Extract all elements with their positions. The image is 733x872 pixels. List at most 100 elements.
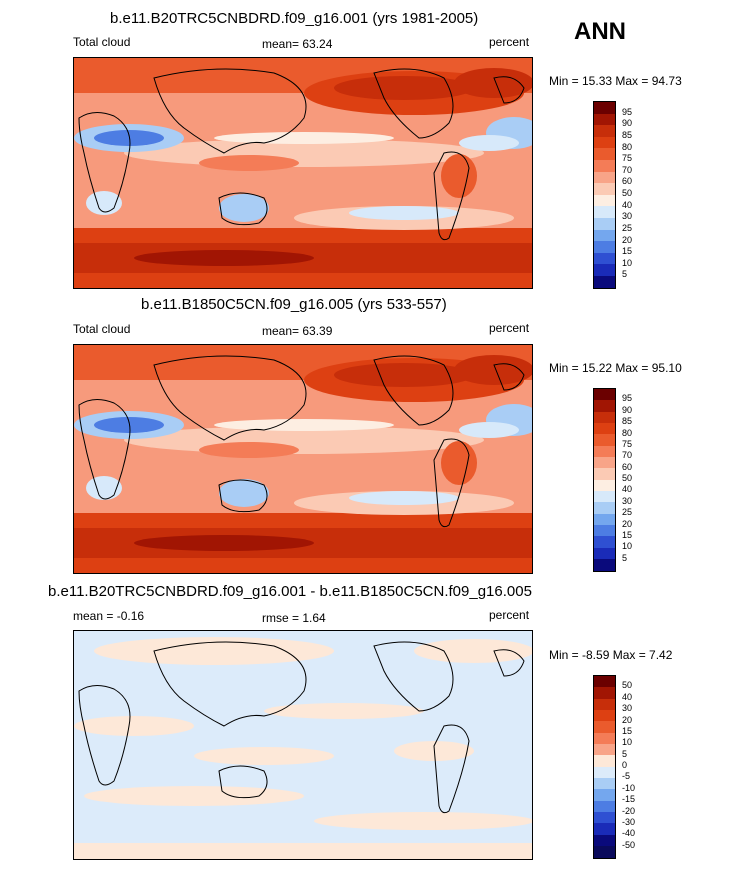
- colorbar-swatch: [594, 434, 615, 446]
- colorbar-swatch: [594, 136, 615, 149]
- colorbar-swatch: [594, 229, 615, 242]
- colorbar-tick-label: 75: [622, 153, 633, 164]
- colorbar-swatch: [594, 812, 615, 824]
- panel-1-mean-label: mean= 63.24: [262, 37, 333, 51]
- colorbar-tick-label: 50: [622, 680, 633, 691]
- panel-1-title: b.e11.B20TRC5CNBDRD.f09_g16.001 (yrs 198…: [110, 10, 479, 27]
- colorbar-swatch: [594, 676, 615, 688]
- panel-3-title: b.e11.B20TRC5CNBDRD.f09_g16.001 - b.e11.…: [48, 583, 532, 600]
- colorbar-swatch: [594, 846, 615, 858]
- panel-1-minmax: Min = 15.33 Max = 94.73: [549, 74, 682, 88]
- panel-1-map-field: [74, 58, 532, 288]
- colorbar-tick-label: -50: [622, 839, 636, 850]
- colorbar-swatch: [594, 194, 615, 207]
- colorbar-swatch: [594, 411, 615, 424]
- panel-2-mean-label: mean= 63.39: [262, 324, 333, 338]
- season-label: ANN: [574, 18, 626, 45]
- colorbar-swatch: [594, 171, 615, 184]
- panel-2-minmax: Min = 15.22 Max = 95.10: [549, 361, 682, 375]
- colorbar-tick-label: 40: [622, 484, 633, 495]
- colorbar-swatch: [594, 468, 615, 480]
- colorbar-swatch: [594, 744, 615, 756]
- colorbar-swatch: [594, 159, 615, 172]
- colorbar-swatch: [594, 732, 615, 745]
- colorbar-tick-label: 60: [622, 176, 633, 187]
- colorbar-swatch: [594, 502, 615, 514]
- panel-1-variable-label: Total cloud: [73, 35, 131, 49]
- colorbar-swatch: [594, 778, 615, 790]
- colorbar-swatch: [594, 766, 615, 779]
- colorbar-tick-label: 5: [622, 748, 628, 759]
- colorbar-swatch: [594, 264, 615, 276]
- colorbar-tick-label: 15: [622, 529, 633, 540]
- panel-1-colorbar: [593, 101, 616, 289]
- colorbar-swatch: [594, 491, 615, 503]
- colorbar-tick-label: 10: [622, 257, 633, 268]
- colorbar-swatch: [594, 823, 615, 835]
- colorbar-tick-label: 70: [622, 450, 633, 461]
- colorbar-swatch: [594, 252, 615, 265]
- colorbar-tick-label: 85: [622, 129, 633, 140]
- colorbar-swatch: [594, 525, 615, 537]
- colorbar-tick-label: -10: [622, 782, 636, 793]
- colorbar-tick-label: 30: [622, 703, 633, 714]
- panel-3-mean-label: mean = -0.16: [73, 609, 145, 623]
- colorbar-tick-label: 95: [622, 106, 633, 117]
- colorbar-tick-label: 20: [622, 714, 633, 725]
- panel-2-units-label: percent: [489, 321, 530, 335]
- colorbar-tick-label: 75: [622, 438, 633, 449]
- colorbar-tick-label: 50: [622, 188, 633, 198]
- panel-3-map-field: [74, 631, 532, 859]
- colorbar-tick-label: -15: [622, 794, 636, 805]
- colorbar-tick-label: -5: [622, 771, 631, 782]
- colorbar-tick-label: 40: [622, 199, 633, 210]
- colorbar-tick-label: 50: [622, 473, 633, 483]
- panel-3-rmse-label: rmse = 1.64: [262, 611, 326, 625]
- colorbar-swatch: [594, 834, 615, 847]
- colorbar-tick-label: 25: [622, 222, 633, 233]
- colorbar-tick-label: 85: [622, 416, 633, 427]
- colorbar-swatch: [594, 125, 615, 137]
- colorbar-swatch: [594, 710, 615, 722]
- panel-2-variable-label: Total cloud: [73, 322, 131, 336]
- colorbar-tick-label: 20: [622, 234, 633, 245]
- colorbar-tick-label: 90: [622, 118, 633, 129]
- colorbar-tick-label: 20: [622, 518, 633, 529]
- colorbar-swatch: [594, 559, 615, 571]
- panel-3-minmax: Min = -8.59 Max = 7.42: [549, 648, 673, 662]
- colorbar-swatch: [594, 698, 615, 711]
- colorbar-tick-label: 10: [622, 541, 633, 552]
- colorbar-tick-label: 0: [622, 760, 628, 770]
- panel-1-map: [73, 57, 533, 289]
- colorbar-swatch: [594, 536, 615, 548]
- colorbar-tick-label: 5: [622, 552, 628, 563]
- panel-2-title: b.e11.B1850C5CN.f09_g16.005 (yrs 533-557…: [141, 296, 447, 313]
- colorbar-tick-label: -40: [622, 828, 636, 839]
- colorbar-swatch: [594, 445, 615, 458]
- colorbar-swatch: [594, 102, 615, 114]
- colorbar-tick-label: 80: [622, 141, 633, 152]
- colorbar-tick-label: 15: [622, 725, 633, 736]
- colorbar-tick-label: -30: [622, 816, 636, 827]
- panel-3-units-label: percent: [489, 608, 530, 622]
- colorbar-swatch: [594, 423, 615, 435]
- colorbar-swatch: [594, 217, 615, 230]
- colorbar-swatch: [594, 183, 615, 195]
- colorbar-swatch: [594, 547, 615, 560]
- colorbar-tick-label: 95: [622, 393, 633, 404]
- colorbar-tick-label: 90: [622, 404, 633, 415]
- colorbar-tick-label: 25: [622, 507, 633, 518]
- panel-2-map: [73, 344, 533, 574]
- colorbar-swatch: [594, 721, 615, 733]
- colorbar-swatch: [594, 479, 615, 492]
- colorbar-tick-label: 5: [622, 269, 628, 280]
- colorbar-swatch: [594, 206, 615, 218]
- colorbar-tick-label: 30: [622, 211, 633, 222]
- colorbar-tick-label: 15: [622, 246, 633, 257]
- panel-1-units-label: percent: [489, 35, 530, 49]
- colorbar-swatch: [594, 148, 615, 160]
- panel-2-map-field: [74, 345, 532, 573]
- colorbar-tick-label: 30: [622, 495, 633, 506]
- colorbar-swatch: [594, 755, 615, 767]
- colorbar-swatch: [594, 389, 615, 401]
